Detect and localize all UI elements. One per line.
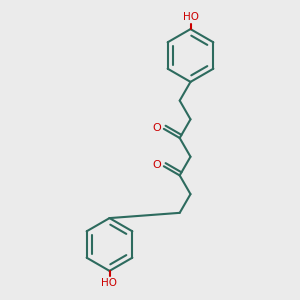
Text: O: O <box>153 160 161 170</box>
Text: O: O <box>153 123 161 133</box>
Text: HO: HO <box>101 278 118 288</box>
Text: HO: HO <box>182 12 199 22</box>
